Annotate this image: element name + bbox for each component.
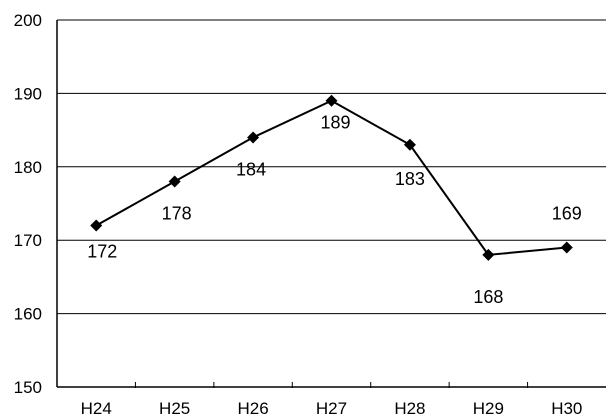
y-tick-label: 160 xyxy=(14,305,42,324)
data-point-marker xyxy=(247,131,260,144)
data-point-marker xyxy=(168,175,181,188)
data-label: 189 xyxy=(320,113,350,133)
grid-lines xyxy=(57,19,606,315)
data-label: 169 xyxy=(552,204,582,224)
x-tick-label: H29 xyxy=(473,399,504,418)
x-tick-label: H30 xyxy=(551,399,582,418)
data-series xyxy=(90,94,573,261)
x-tick-label: H27 xyxy=(316,399,347,418)
y-tick-labels: 150 160 170 180 190 200 xyxy=(14,11,42,397)
axes xyxy=(56,20,606,388)
data-point-marker xyxy=(403,138,416,151)
x-tick-label: H28 xyxy=(394,399,425,418)
x-tick-labels: H24 H25 H26 H27 H28 H29 H30 xyxy=(81,399,583,418)
data-label: 183 xyxy=(395,169,425,189)
y-tick-label: 190 xyxy=(14,84,42,103)
data-label: 178 xyxy=(162,203,192,223)
data-point-marker xyxy=(482,248,495,261)
y-tick-label: 180 xyxy=(14,158,42,177)
x-tick-label: H26 xyxy=(237,399,268,418)
y-tick-label: 150 xyxy=(14,378,42,397)
data-label: 168 xyxy=(473,287,503,307)
data-label: 184 xyxy=(236,159,266,179)
data-point-marker xyxy=(90,219,103,232)
y-tick-label: 170 xyxy=(14,231,42,250)
y-tick-label: 200 xyxy=(14,11,42,30)
x-tick-label: H24 xyxy=(81,399,112,418)
data-point-marker xyxy=(560,241,573,254)
data-labels: 172 178 184 189 183 168 169 xyxy=(87,113,582,307)
x-tick-label: H25 xyxy=(159,399,190,418)
data-point-marker xyxy=(325,94,338,107)
data-label: 172 xyxy=(87,242,117,262)
